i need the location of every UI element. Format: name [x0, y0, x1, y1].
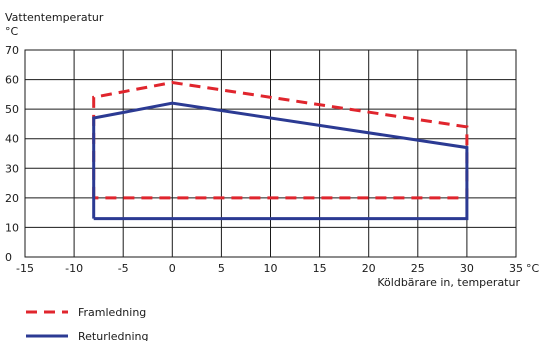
series-line-returledning: [92, 101, 469, 221]
y-tick-label: 50: [5, 103, 19, 116]
series-lines: [92, 80, 469, 221]
y-tick-label: 0: [5, 251, 12, 264]
series-line-framledning: [92, 80, 469, 200]
x-tick-labels: -15 -10 -5 0 5 10 15 20 25 30 35: [16, 262, 523, 275]
x-tick-label: 35: [509, 262, 523, 275]
x-axis-unit: °C: [526, 262, 540, 275]
y-axis-unit: °C: [5, 25, 19, 38]
x-tick-label: 0: [169, 262, 176, 275]
y-axis-title: Vattentemperatur: [5, 11, 104, 24]
y-tick-label: 40: [5, 133, 19, 146]
x-tick-label: -5: [118, 262, 129, 275]
x-axis-title: Köldbärare in, temperatur: [377, 276, 520, 289]
x-tick-label: 15: [313, 262, 327, 275]
x-tick-label: 25: [411, 262, 425, 275]
y-tick-labels: 0 10 20 30 40 50 60 70: [5, 44, 19, 264]
legend: Framledning Returledning: [26, 306, 149, 341]
legend-label-framledning: Framledning: [78, 306, 146, 319]
y-tick-label: 70: [5, 44, 19, 57]
x-tick-label: -15: [16, 262, 34, 275]
y-tick-label: 10: [5, 221, 19, 234]
y-tick-label: 20: [5, 192, 19, 205]
legend-label-returledning: Returledning: [78, 330, 149, 341]
x-tick-label: -10: [65, 262, 83, 275]
gridlines: [24, 49, 517, 258]
x-tick-label: 5: [218, 262, 225, 275]
x-tick-label: 10: [264, 262, 278, 275]
x-tick-label: 20: [362, 262, 376, 275]
x-tick-label: 30: [460, 262, 474, 275]
y-tick-label: 60: [5, 74, 19, 87]
y-tick-label: 30: [5, 162, 19, 175]
